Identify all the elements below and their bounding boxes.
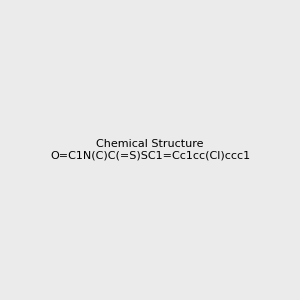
Text: Chemical Structure
O=C1N(C)C(=S)SC1=Cc1cc(Cl)ccc1: Chemical Structure O=C1N(C)C(=S)SC1=Cc1c… <box>50 139 250 161</box>
